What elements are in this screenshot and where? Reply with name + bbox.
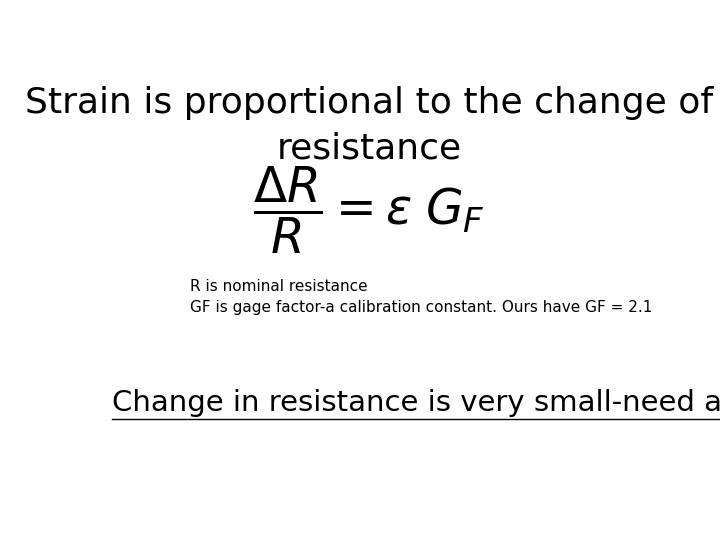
Text: resistance: resistance xyxy=(276,131,462,165)
Text: Strain is proportional to the change of: Strain is proportional to the change of xyxy=(25,85,713,119)
Text: R is nominal resistance: R is nominal resistance xyxy=(190,279,368,294)
Text: $\dfrac{\Delta R}{R} = \epsilon \; G_F$: $\dfrac{\Delta R}{R} = \epsilon \; G_F$ xyxy=(253,165,485,256)
Text: Change in resistance is very small-need a circuit to measure.: Change in resistance is very small-need … xyxy=(112,389,720,417)
Text: GF is gage factor-a calibration constant. Ours have GF = 2.1: GF is gage factor-a calibration constant… xyxy=(190,300,653,315)
